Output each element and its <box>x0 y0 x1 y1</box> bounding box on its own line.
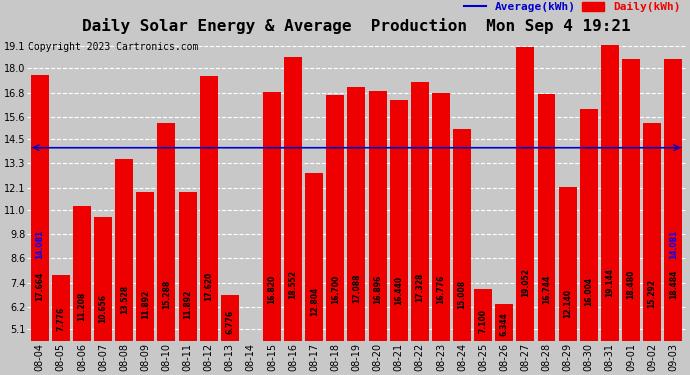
Bar <box>179 192 197 341</box>
Bar <box>390 100 408 341</box>
Bar <box>305 174 323 341</box>
Bar <box>221 295 239 341</box>
Text: 16.776: 16.776 <box>436 274 446 304</box>
Bar <box>284 57 302 341</box>
Text: 19.052: 19.052 <box>521 268 530 297</box>
Text: 18.484: 18.484 <box>669 270 678 299</box>
Bar <box>580 109 598 341</box>
Text: 11.208: 11.208 <box>77 292 86 321</box>
Text: 16.820: 16.820 <box>268 274 277 304</box>
Text: 15.288: 15.288 <box>162 279 171 309</box>
Text: 15.292: 15.292 <box>647 279 657 309</box>
Bar <box>326 95 344 341</box>
Title: Daily Solar Energy & Average  Production  Mon Sep 4 19:21: Daily Solar Energy & Average Production … <box>82 18 631 34</box>
Bar <box>601 45 619 341</box>
Text: 11.892: 11.892 <box>183 290 192 319</box>
Bar <box>622 59 640 341</box>
Text: 11.892: 11.892 <box>141 290 150 319</box>
Legend: Average(kWh), Daily(kWh): Average(kWh), Daily(kWh) <box>464 2 680 12</box>
Bar <box>643 123 661 341</box>
Text: 6.776: 6.776 <box>225 310 235 334</box>
Text: 17.328: 17.328 <box>415 273 424 302</box>
Bar <box>199 76 217 341</box>
Text: 7.776: 7.776 <box>57 307 66 331</box>
Text: 16.896: 16.896 <box>373 274 382 304</box>
Text: 16.004: 16.004 <box>584 277 593 306</box>
Bar <box>263 92 281 341</box>
Text: 14.081: 14.081 <box>35 230 44 259</box>
Text: 12.804: 12.804 <box>310 287 319 316</box>
Text: 17.088: 17.088 <box>352 273 361 303</box>
Text: 10.656: 10.656 <box>99 294 108 322</box>
Bar <box>52 275 70 341</box>
Bar <box>664 59 682 341</box>
Text: 17.620: 17.620 <box>204 272 213 302</box>
Text: 19.144: 19.144 <box>605 268 614 297</box>
Bar <box>516 47 534 341</box>
Bar <box>368 91 386 341</box>
Bar <box>474 289 492 341</box>
Bar <box>538 94 555 341</box>
Text: 13.528: 13.528 <box>119 285 128 314</box>
Text: 18.552: 18.552 <box>288 270 297 298</box>
Text: Copyright 2023 Cartronics.com: Copyright 2023 Cartronics.com <box>28 42 199 52</box>
Bar <box>559 187 577 341</box>
Bar <box>157 123 175 341</box>
Text: 7.100: 7.100 <box>479 309 488 333</box>
Bar <box>94 217 112 341</box>
Text: 18.480: 18.480 <box>627 270 635 299</box>
Bar <box>495 304 513 341</box>
Bar <box>137 192 155 341</box>
Text: 14.081: 14.081 <box>669 230 678 259</box>
Text: 17.664: 17.664 <box>35 272 44 301</box>
Bar <box>348 87 366 341</box>
Bar <box>115 159 133 341</box>
Text: 16.700: 16.700 <box>331 275 340 304</box>
Text: 16.744: 16.744 <box>542 275 551 304</box>
Text: 6.344: 6.344 <box>500 312 509 336</box>
Bar <box>73 206 91 341</box>
Text: 12.140: 12.140 <box>563 289 572 318</box>
Bar <box>453 129 471 341</box>
Text: 15.008: 15.008 <box>457 280 466 309</box>
Bar <box>31 75 49 341</box>
Bar <box>411 82 428 341</box>
Bar <box>432 93 450 341</box>
Text: 16.440: 16.440 <box>394 276 403 305</box>
